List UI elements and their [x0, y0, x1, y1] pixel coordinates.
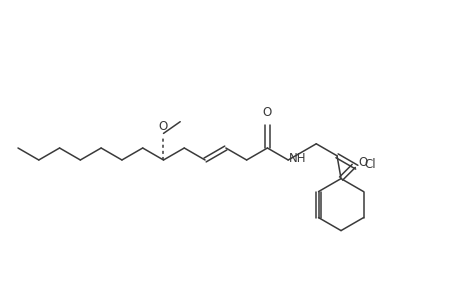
Text: Cl: Cl [364, 158, 375, 171]
Text: O: O [262, 106, 271, 119]
Text: NH: NH [289, 152, 306, 166]
Text: O: O [158, 120, 168, 134]
Text: O: O [358, 156, 367, 170]
